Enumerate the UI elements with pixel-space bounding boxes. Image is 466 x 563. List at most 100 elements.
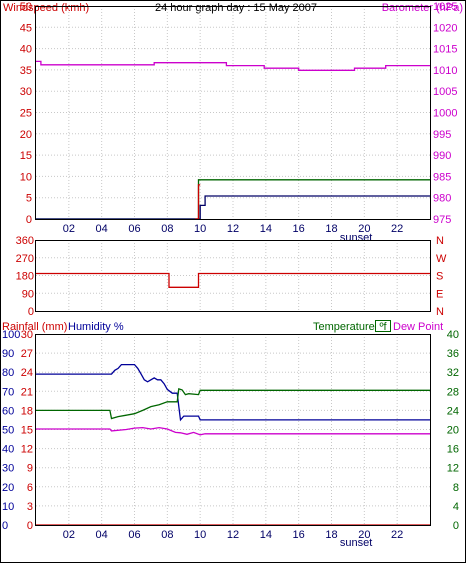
wind-direction-compass-tick: S <box>436 271 443 283</box>
legend-humidity: Humidity % <box>68 321 124 333</box>
windspeed-tick: 0 <box>26 214 32 226</box>
x-tick-label: 16 <box>293 529 305 541</box>
x-tick-label: 14 <box>260 223 272 235</box>
legend-dew-point: Dew Point <box>393 321 443 333</box>
x-tick-label: 22 <box>391 529 403 541</box>
temperature-line <box>36 388 430 420</box>
wind-baro-frame <box>35 6 431 220</box>
temperature-ticks: 0 4 8 12 16 20 24 28 32 36 40 <box>447 329 459 532</box>
x-tick-label: 04 <box>96 223 108 235</box>
rain-humidity-temp-panel: Rainfall (mm) Humidity % Temperature ºf … <box>2 320 459 549</box>
barometer-tick: 995 <box>433 129 451 141</box>
barometer-tick: 1020 <box>433 22 457 34</box>
rainfall-tick: 12 <box>21 444 33 456</box>
rain-humidity-temp-grid <box>36 334 430 525</box>
rainfall-tick: 24 <box>21 367 33 379</box>
humidity-tick: 0 <box>2 520 8 532</box>
humidity-ticks: 0 10 20 30 40 50 60 70 80 90 100 <box>2 329 20 532</box>
barometer-axis-label: Barometer (hPa) <box>382 2 463 14</box>
x-tick-label: 08 <box>161 529 173 541</box>
windspeed-tick: 20 <box>20 129 32 141</box>
sunset-label-bottom: sunset <box>340 537 372 549</box>
windspeed-axis-label: Windspeed (kmh) <box>3 2 89 14</box>
x-tick-label: 10 <box>194 223 206 235</box>
windspeed-tick: 15 <box>20 150 32 162</box>
rainfall-tick: 9 <box>27 463 33 475</box>
barometer-tick: 1025 <box>433 1 457 13</box>
temperature-tick: 20 <box>447 425 459 437</box>
wind-direction-degree-tick: 180 <box>16 271 34 283</box>
rainfall-tick: 15 <box>21 425 33 437</box>
wind-direction-frame <box>35 240 431 312</box>
wind-direction-compass-tick: N <box>436 306 444 318</box>
x-tick-label: 14 <box>260 529 272 541</box>
humidity-tick: 100 <box>2 329 20 341</box>
x-tick-label: 18 <box>325 529 337 541</box>
x-tick-label: 06 <box>128 223 140 235</box>
legend-unit: ºf <box>379 321 387 333</box>
temperature-tick: 16 <box>447 444 459 456</box>
barometer-tick: 975 <box>433 214 451 226</box>
humidity-tick: 50 <box>2 425 14 437</box>
wind-direction-degree-tick: 0 <box>28 306 34 318</box>
legend-rainfall: Rainfall (mm) <box>2 321 67 333</box>
rain-humidity-temp-frame <box>35 334 431 526</box>
wind-direction-degree-tick: 90 <box>22 288 34 300</box>
x-tick-label: 06 <box>128 529 140 541</box>
rainfall-tick: 3 <box>27 501 33 513</box>
x-tick-label: 04 <box>96 529 108 541</box>
x-tick-label: 02 <box>63 223 75 235</box>
barometer-tick: 985 <box>433 171 451 183</box>
humidity-tick: 30 <box>2 463 14 475</box>
humidity-tick: 10 <box>2 501 14 513</box>
wind-baro-grid <box>36 6 430 219</box>
wind-direction-compass-tick: N <box>436 235 444 247</box>
legend-unit-box <box>375 320 391 332</box>
x-tick-label: 20 <box>358 223 370 235</box>
x-tick-label: 12 <box>227 529 239 541</box>
temperature-tick: 4 <box>453 501 459 513</box>
barometer-tick: 1015 <box>433 44 457 56</box>
x-tick-label: 20 <box>358 529 370 541</box>
humidity-tick: 70 <box>2 386 14 398</box>
windspeed-tick: 45 <box>20 22 32 34</box>
wind-direction-degree-tick: 270 <box>16 253 34 265</box>
barometer-ticks: 975 980 985 990 995 1000 1005 1010 1015 1020 1025 <box>433 1 457 226</box>
temperature-tick: 24 <box>447 405 459 417</box>
series-line <box>36 60 430 71</box>
humidity-tick: 40 <box>2 444 14 456</box>
rain-humidity-temp-x-ticks: 02 04 06 08 10 12 14 16 18 20 22 <box>63 529 404 541</box>
temperature-tick: 12 <box>447 463 459 475</box>
windspeed-tick: 35 <box>20 65 32 77</box>
temperature-tick: 8 <box>453 482 459 494</box>
rainfall-tick: 6 <box>27 482 33 494</box>
wind-direction-degree-ticks: 0 90 180 270 360 <box>16 235 34 318</box>
humidity-line <box>36 363 430 422</box>
legend-temperature: Temperature <box>313 321 375 333</box>
series-line <box>36 272 430 288</box>
windspeed-tick: 5 <box>26 193 32 205</box>
wind-direction-series <box>36 272 430 288</box>
windspeed-tick: 40 <box>20 44 32 56</box>
temperature-tick: 32 <box>447 367 459 379</box>
rainfall-tick: 30 <box>21 329 33 341</box>
rainfall-tick: 18 <box>21 405 33 417</box>
rainfall-ticks: 0 3 6 9 12 15 18 21 24 27 30 <box>21 329 33 532</box>
rainfall-tick: 21 <box>21 386 33 398</box>
barometer-tick: 1010 <box>433 65 457 77</box>
humidity-tick: 80 <box>2 367 14 379</box>
x-tick-label: 18 <box>325 223 337 235</box>
windspeed-ticks: 0 5 10 15 20 25 30 35 40 45 50 <box>20 1 32 226</box>
temperature-tick: 28 <box>447 386 459 398</box>
windspeed-tick: 30 <box>20 86 32 98</box>
x-tick-label: 02 <box>63 529 75 541</box>
rainfall-tick: 27 <box>21 348 33 360</box>
x-tick-label: 10 <box>194 529 206 541</box>
wind-baro-panel: Windspeed (kmh) 24 hour graph day : 15 M… <box>3 1 463 244</box>
windspeed-tick: 25 <box>20 108 32 120</box>
dew-point-line <box>36 426 430 436</box>
barometer-tick: 1005 <box>433 86 457 98</box>
wind-direction-compass-tick: W <box>436 253 447 265</box>
